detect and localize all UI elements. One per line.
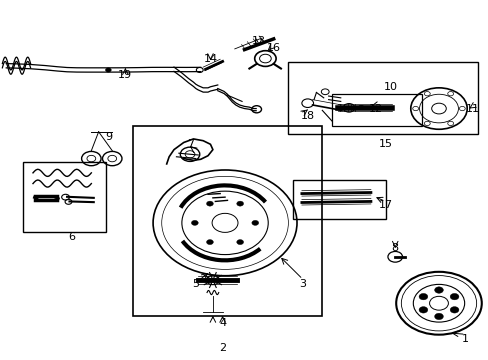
Circle shape xyxy=(358,105,364,110)
Text: 16: 16 xyxy=(266,43,280,53)
Circle shape xyxy=(449,307,458,313)
Circle shape xyxy=(191,220,198,225)
Circle shape xyxy=(434,313,443,320)
Circle shape xyxy=(418,293,427,300)
Circle shape xyxy=(449,293,458,300)
Bar xyxy=(292,180,385,219)
Text: 2: 2 xyxy=(219,343,226,353)
Text: 15: 15 xyxy=(378,139,392,149)
Text: 13: 13 xyxy=(252,36,265,46)
Text: 12: 12 xyxy=(368,104,382,113)
Circle shape xyxy=(251,220,258,225)
Circle shape xyxy=(105,68,111,72)
Circle shape xyxy=(236,240,243,244)
Circle shape xyxy=(206,201,213,206)
Bar xyxy=(287,62,477,134)
Circle shape xyxy=(206,240,213,244)
Bar xyxy=(331,94,421,126)
Text: 18: 18 xyxy=(300,111,314,121)
Text: 7: 7 xyxy=(187,139,194,149)
Text: 3: 3 xyxy=(299,279,305,289)
Text: 4: 4 xyxy=(219,318,226,328)
Text: 1: 1 xyxy=(461,334,468,344)
Circle shape xyxy=(236,201,243,206)
Circle shape xyxy=(418,307,427,313)
Bar xyxy=(23,162,106,232)
Text: 8: 8 xyxy=(391,243,398,253)
Text: 14: 14 xyxy=(203,54,217,64)
Text: 5: 5 xyxy=(192,279,199,289)
Bar xyxy=(132,126,322,316)
Text: 10: 10 xyxy=(383,82,397,92)
Text: 9: 9 xyxy=(104,132,112,142)
Text: 17: 17 xyxy=(378,200,392,210)
Text: 11: 11 xyxy=(465,104,479,113)
Circle shape xyxy=(434,287,443,293)
Text: 19: 19 xyxy=(118,69,132,80)
Text: 6: 6 xyxy=(68,232,75,242)
